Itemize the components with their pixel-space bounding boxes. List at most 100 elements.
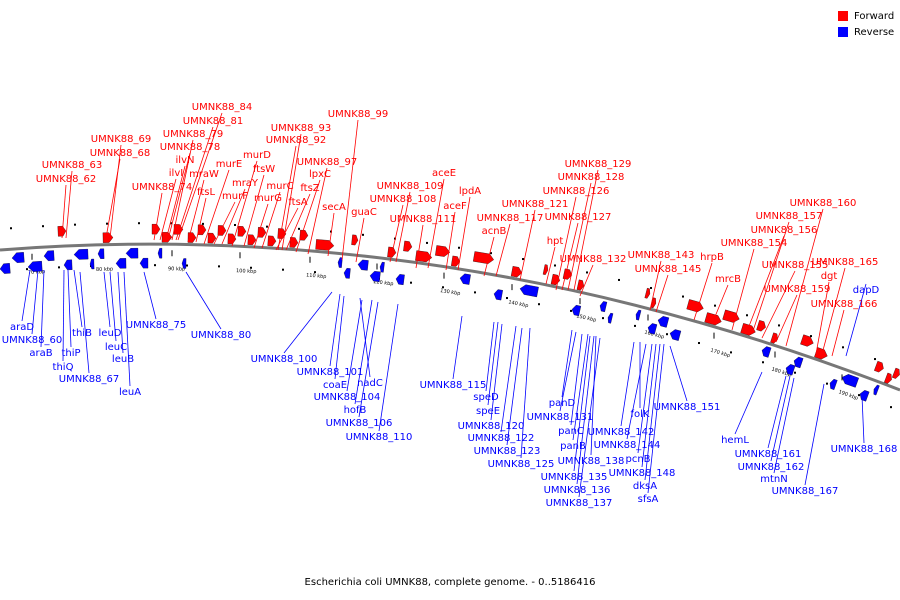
gene-label-acnb: acnB (482, 226, 507, 237)
gene-label-dksa: dksA (633, 481, 657, 492)
gene-label-umnk88-131: UMNK88_131 (527, 412, 594, 423)
track-dot (218, 265, 220, 268)
gene-label-acee: aceE (432, 168, 456, 179)
forward-gene (387, 246, 397, 258)
reverse-gene (63, 259, 73, 271)
gene-label-umnk88-100: UMNK88_100 (251, 354, 318, 365)
track-dot (474, 291, 476, 294)
callout-line (395, 191, 411, 263)
callout-line (821, 267, 846, 355)
callout-line (773, 377, 795, 474)
reverse-gene (369, 271, 381, 282)
callout-line (334, 295, 345, 380)
gene-label-mraw: mraW (189, 169, 219, 180)
callout-line (415, 224, 424, 269)
track-dot (426, 241, 428, 244)
callout-line (861, 395, 865, 444)
callout-line (620, 341, 635, 427)
gene-label-umnk88-97: UMNK88_97 (297, 157, 357, 168)
forward-gene (102, 232, 114, 243)
track-dot (826, 382, 828, 385)
track-dot (714, 304, 716, 307)
callout-line (31, 269, 39, 335)
callout-line (261, 191, 281, 249)
forward-gene (686, 299, 704, 313)
reverse-gene (97, 248, 105, 259)
scale-label: 110 kbp (306, 272, 327, 280)
gene-label-mrcb: mrcB (715, 274, 741, 285)
callout-line (231, 160, 258, 247)
track-dot (362, 233, 364, 236)
gene-label-umnk88-159: UMNK88_159 (764, 284, 831, 295)
forward-gene (884, 372, 892, 384)
callout-line (281, 133, 302, 251)
gene-label-mtnn: mtnN (760, 474, 787, 485)
callout-line (359, 297, 371, 378)
callout-line (117, 271, 124, 354)
reverse-gene (607, 312, 614, 324)
reverse-gene (493, 289, 503, 301)
callout-line (195, 197, 207, 243)
forward-gene (770, 332, 778, 344)
callout-line (520, 327, 531, 459)
gene-label-umnk88-129: UMNK88_129 (565, 159, 632, 170)
track-dot (554, 264, 556, 267)
reverse-gene (73, 248, 89, 260)
gene-label-umnk88-166: UMNK88_166 (811, 299, 878, 310)
forward-gene (299, 229, 309, 241)
reverse-gene (519, 284, 539, 298)
scale-label: 180 kbp (771, 366, 792, 378)
gene-label-mure: murE (216, 159, 243, 170)
callout-line (641, 343, 657, 468)
callout-line (485, 321, 495, 392)
callout-line (21, 269, 31, 322)
callout-line (307, 167, 328, 255)
gene-label-umnk88-122: UMNK88_122 (468, 433, 535, 444)
track-dot (330, 230, 332, 233)
track-dot (698, 342, 700, 345)
reverse-gene (43, 250, 55, 262)
gene-label-umnk88-125: UMNK88_125 (488, 459, 555, 470)
callout-line (452, 315, 463, 380)
gene-label-umnk88-115: UMNK88_115 (420, 380, 487, 391)
callout-line (693, 262, 713, 321)
callout-line (67, 269, 72, 348)
track-dots (10, 222, 892, 409)
track-dot (234, 223, 236, 226)
callout-line (167, 152, 191, 241)
gene-label-umnk88-155: UMNK88_155 (762, 260, 829, 271)
gene-label-umnk88-69: UMNK88_69 (91, 134, 151, 145)
callout-line (578, 337, 601, 498)
forward-gene (704, 312, 722, 326)
track-dot (890, 406, 892, 409)
callout-line (573, 169, 599, 291)
forward-gene (435, 245, 451, 257)
gene-label-arab: araB (29, 348, 52, 359)
gene-label-thiq: thiQ (53, 362, 74, 373)
callout-line (711, 284, 729, 325)
reverse-gene (873, 384, 880, 396)
reverse-gene (357, 259, 369, 271)
gene-label-folk: folK (631, 409, 650, 420)
gene-label-umnk88-117: UMNK88_117 (477, 213, 544, 224)
forward-gene (576, 279, 585, 291)
scale-label: 80 kbp (96, 266, 113, 272)
gene-label-ilvn: ilvN (176, 155, 195, 166)
gene-label-arad: araD (10, 322, 34, 333)
legend: Forward Reverse (838, 8, 898, 40)
reverse-gene (379, 261, 385, 273)
track-dot (490, 252, 492, 255)
gene-label-umnk88-143: UMNK88_143 (628, 250, 695, 261)
gene-label-umnk88-145: UMNK88_145 (635, 264, 702, 275)
callout-line (329, 293, 341, 367)
callout-line (500, 325, 517, 433)
track-dot (522, 258, 524, 261)
reverse-gene (27, 260, 43, 272)
forward-gene (57, 225, 67, 237)
track-dot (794, 371, 796, 374)
gene-label-umnk88-160: UMNK88_160 (790, 198, 857, 209)
forward-gene (227, 233, 237, 245)
forward-gene (756, 320, 766, 332)
callout-line (734, 371, 763, 435)
